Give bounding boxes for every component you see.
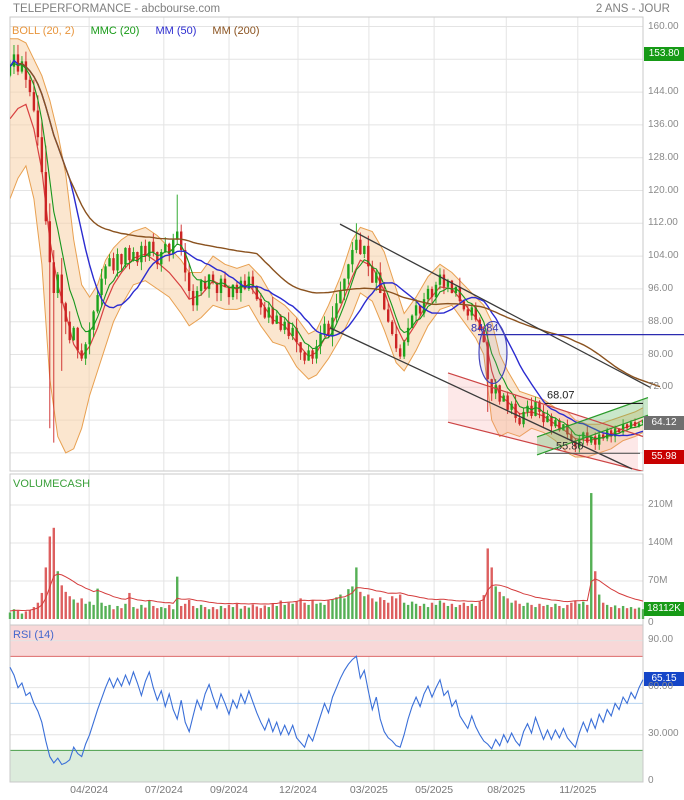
legend-mm200: MM (200) xyxy=(212,25,260,37)
volume-tick-label: 140M xyxy=(648,537,674,548)
legend-mmc: MMC (20) xyxy=(90,25,140,37)
timeframe-label: 2 ANS - JOUR xyxy=(595,3,670,15)
up-channel-fill xyxy=(537,397,648,455)
bollinger-band xyxy=(10,38,643,458)
date-axis-label: 09/2024 xyxy=(210,784,248,796)
mm50-line xyxy=(10,59,643,437)
price-tick-label: 104.00 xyxy=(648,250,679,262)
page-title: TELEPERFORMANCE - abcbourse.com xyxy=(13,3,221,15)
period-high-badge: 153.80 xyxy=(644,47,684,61)
last-rsi-badge: 65.15 xyxy=(644,672,684,686)
price-tick-label: 120.00 xyxy=(648,184,679,196)
price-tick-label: 88.00 xyxy=(648,315,674,327)
legend-mm50: MM (50) xyxy=(155,25,197,37)
price-tick-label: 96.00 xyxy=(648,282,674,294)
trendline xyxy=(329,327,633,470)
rsi-tick-label: 0 xyxy=(648,774,654,786)
price-tick-label: 128.00 xyxy=(648,151,679,163)
trendline xyxy=(339,223,651,388)
date-axis-label: 08/2025 xyxy=(487,784,526,796)
volume-tick-label: 70M xyxy=(648,575,668,586)
channel-lower-line xyxy=(447,421,644,471)
date-axis-label: 04/2024 xyxy=(70,784,109,796)
last-price-badge: 64.12 xyxy=(644,416,684,430)
volume-tick-label: 210M xyxy=(648,499,674,510)
volume-tick-label: 0 xyxy=(648,617,654,628)
channel-upper-line xyxy=(536,396,649,438)
indicator-legend: BOLL (20, 2) MMC (20) MM (50) MM (200) xyxy=(12,25,275,37)
rsi-tick-label: 30.000 xyxy=(648,727,679,739)
last-volume-badge: 18112K xyxy=(644,602,684,616)
rsi-panel[interactable] xyxy=(9,624,644,783)
channel-upper-line xyxy=(447,372,644,438)
level-label: 68.07 xyxy=(547,389,575,401)
rsi-layer xyxy=(9,655,644,766)
rsi-tick-label: 60.00 xyxy=(648,680,674,692)
channel-lower-line xyxy=(536,414,649,456)
rsi-panel-label: RSI (14) xyxy=(13,629,54,641)
volume-panel-label: VOLUMECASH xyxy=(13,478,91,490)
date-axis-label: 07/2024 xyxy=(144,784,183,796)
date-axis-label: 05/2025 xyxy=(415,784,454,796)
date-axis-label: 12/2024 xyxy=(279,784,317,796)
price-panel[interactable] xyxy=(9,16,644,472)
price-tick-label: 112.00 xyxy=(648,217,678,229)
mmc20-line xyxy=(10,62,643,440)
level-label: 84.84 xyxy=(471,323,499,335)
price-tick-label: 144.00 xyxy=(648,86,679,98)
annotation-layer: 84.84 68.07 55.80 xyxy=(17,62,684,471)
alert-level-badge: 55.98 xyxy=(644,450,684,464)
bollinger-upper xyxy=(10,38,643,425)
legend-boll: BOLL (20, 2) xyxy=(12,25,75,37)
date-axis-label: 11/2025 xyxy=(559,784,597,796)
price-layer xyxy=(10,38,643,471)
level-label: 55.80 xyxy=(556,440,584,452)
volume-ma-line xyxy=(9,573,644,612)
ellipse-annotation xyxy=(478,320,508,385)
volume-panel[interactable] xyxy=(9,473,644,626)
price-tick-label: 72.00 xyxy=(648,381,674,393)
price-tick-label: 160.00 xyxy=(648,20,679,32)
price-tick-label: 136.00 xyxy=(648,118,679,130)
grid-layer xyxy=(9,16,644,783)
volume-layer xyxy=(8,493,645,619)
price-tick-label: 80.00 xyxy=(648,348,674,360)
rsi-line xyxy=(9,655,644,766)
bollinger-lower xyxy=(10,164,643,458)
date-axis-label: 03/2025 xyxy=(349,784,388,796)
rsi-tick-label: 90.00 xyxy=(648,633,674,645)
